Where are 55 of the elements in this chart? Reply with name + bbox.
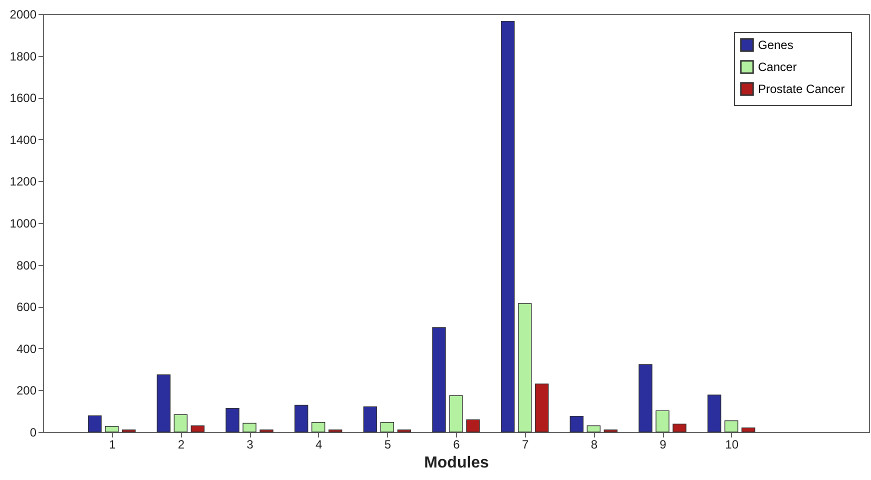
y-tick-label: 2000 xyxy=(10,8,37,22)
bar xyxy=(156,374,171,432)
x-axis-title: Modules xyxy=(424,454,490,472)
bar xyxy=(724,420,738,432)
x-tick-label: 2 xyxy=(178,438,185,452)
y-tick-label: 1000 xyxy=(10,216,37,230)
x-tick-label: 7 xyxy=(522,438,529,452)
bar xyxy=(363,406,378,432)
bar xyxy=(432,327,446,432)
bar xyxy=(397,430,412,432)
bar xyxy=(741,427,756,432)
bar xyxy=(534,384,549,432)
bar xyxy=(190,425,205,432)
bar xyxy=(672,424,686,432)
bar xyxy=(518,303,532,432)
x-tick-label: 4 xyxy=(315,438,322,452)
bar xyxy=(226,408,240,432)
x-tick-label: 3 xyxy=(246,438,254,452)
bar xyxy=(311,422,326,432)
x-tick-label: 1 xyxy=(108,438,116,452)
bar xyxy=(122,430,136,432)
bar xyxy=(586,425,601,432)
bar xyxy=(260,430,274,432)
bar xyxy=(638,364,652,432)
bar xyxy=(500,20,515,432)
legend-label: Genes xyxy=(758,38,794,52)
y-tick-label: 1600 xyxy=(10,91,37,106)
bar xyxy=(604,430,618,432)
y-tick-label: 800 xyxy=(16,258,37,272)
x-tick-label: 6 xyxy=(453,438,460,452)
bar xyxy=(88,415,102,432)
x-tick-label: 5 xyxy=(384,438,392,452)
bar xyxy=(174,414,188,432)
bar xyxy=(328,430,342,432)
legend-label: Cancer xyxy=(758,60,797,74)
bar xyxy=(707,394,722,432)
bar xyxy=(294,404,308,432)
y-tick-label: 0 xyxy=(30,426,37,440)
y-tick-label: 1200 xyxy=(10,174,37,189)
bar xyxy=(380,422,394,432)
y-tick-label: 400 xyxy=(16,342,37,356)
x-tick-label: 10 xyxy=(725,438,739,452)
bar xyxy=(449,395,463,432)
x-tick-label: 9 xyxy=(660,438,667,452)
bar xyxy=(570,416,584,432)
x-tick-label: 8 xyxy=(590,438,598,452)
y-tick-label: 200 xyxy=(16,384,37,398)
legend-label: Prostate Cancer xyxy=(758,82,845,96)
bar xyxy=(656,410,670,432)
bar xyxy=(104,426,119,432)
bar xyxy=(242,422,256,432)
y-tick-label: 1400 xyxy=(10,132,37,147)
y-tick-label: 1800 xyxy=(10,49,37,64)
bar xyxy=(466,419,480,432)
y-tick-label: 600 xyxy=(16,300,37,314)
